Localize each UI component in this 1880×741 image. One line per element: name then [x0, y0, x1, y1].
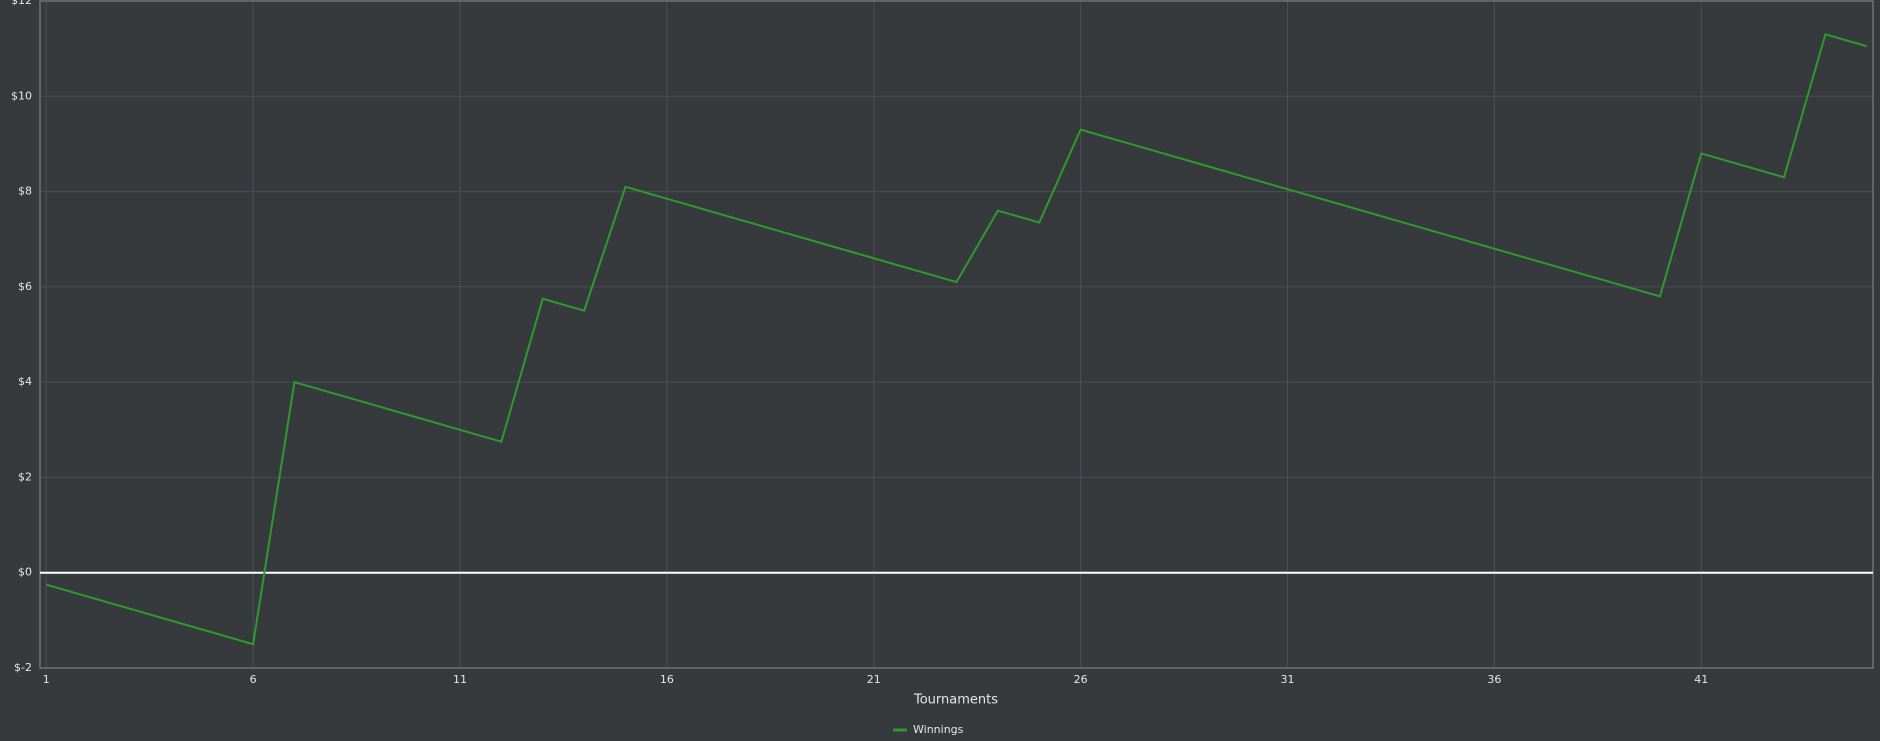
x-axis-title: Tournaments [913, 693, 998, 708]
series-line [45, 33, 1868, 646]
x-tick-label: 1 [43, 673, 50, 686]
x-tick-label: 21 [867, 673, 881, 686]
x-tick-label: 11 [453, 673, 467, 686]
y-tick-label: $6 [18, 280, 32, 293]
y-tick-label: $8 [18, 185, 32, 198]
x-tick-label: 41 [1694, 673, 1708, 686]
y-tick-label: $4 [18, 375, 32, 388]
plot-frame [39, 0, 1874, 669]
x-tick-label: 16 [660, 673, 674, 686]
y-tick-label: $-2 [14, 661, 32, 674]
x-tick-label: 6 [250, 673, 257, 686]
y-tick-label: $0 [18, 566, 32, 579]
x-tick-label: 31 [1281, 673, 1295, 686]
y-tick-label: $2 [18, 470, 32, 483]
x-tick-label: 26 [1074, 673, 1088, 686]
y-tick-label: $12 [11, 0, 32, 7]
x-tick-label: 36 [1487, 673, 1501, 686]
y-tick-label: $10 [11, 89, 32, 102]
legend-label: Winnings [913, 723, 964, 736]
